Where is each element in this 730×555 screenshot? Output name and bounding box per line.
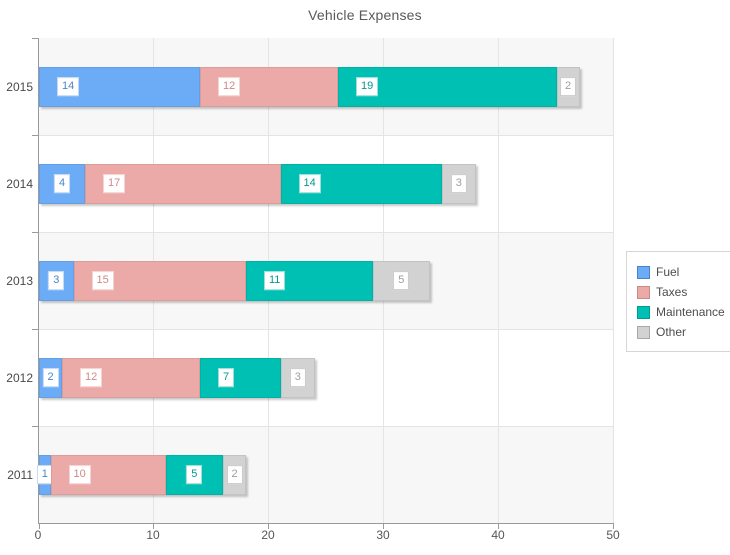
legend-item[interactable]: Other xyxy=(637,323,725,341)
legend-swatch xyxy=(637,325,650,339)
bar-segment[interactable]: 12 xyxy=(200,66,338,107)
x-axis-tick xyxy=(268,524,269,529)
bar-segment[interactable]: 2 xyxy=(556,66,580,107)
bar-segment[interactable]: 4 xyxy=(39,163,85,204)
y-axis-tick xyxy=(32,329,38,330)
x-axis-tick xyxy=(383,524,384,529)
y-axis-tick xyxy=(32,135,38,136)
x-axis-label: 30 xyxy=(376,528,390,542)
bar-segment-label: 3 xyxy=(289,367,306,388)
bar-segment-label: 14 xyxy=(298,173,321,194)
horizontal-gridline xyxy=(39,135,614,136)
legend-swatch xyxy=(637,285,650,299)
x-axis-label: 50 xyxy=(606,528,620,542)
bar-segment-label: 17 xyxy=(103,173,126,194)
chart-title: Vehicle Expenses xyxy=(308,7,422,23)
x-axis-label: 10 xyxy=(146,528,160,542)
y-axis-label: 2015 xyxy=(6,79,33,94)
bar-segment[interactable]: 5 xyxy=(372,260,430,301)
y-axis-label: 2011 xyxy=(7,467,33,482)
legend: Fuel Taxes Maintenance Other xyxy=(626,251,730,352)
legend-item-label: Taxes xyxy=(656,285,688,299)
vertical-gridline xyxy=(498,38,499,523)
y-axis-label: 2013 xyxy=(6,273,33,288)
bar-segment[interactable]: 19 xyxy=(338,66,557,107)
bar-segment-label: 7 xyxy=(218,367,235,388)
legend-item-label: Other xyxy=(656,325,687,339)
bar-segment-label: 19 xyxy=(356,76,379,97)
x-axis-tick xyxy=(613,524,614,529)
y-axis-labels: 2015 2014 2013 2012 2011 xyxy=(0,38,33,523)
x-axis-label: 20 xyxy=(261,528,275,542)
bar-segment[interactable]: 1 xyxy=(36,454,53,495)
bar-segment[interactable]: 3 xyxy=(441,163,476,204)
bar-segment-label: 2 xyxy=(559,76,577,97)
legend-swatch xyxy=(637,305,650,319)
y-axis-tick xyxy=(32,426,38,427)
x-axis-tick xyxy=(498,524,499,529)
bar-segment[interactable]: 10 xyxy=(50,454,166,495)
legend-swatch xyxy=(637,265,650,279)
y-axis-tick xyxy=(32,38,38,39)
bar-segment-label: 12 xyxy=(80,367,103,388)
horizontal-gridline xyxy=(39,232,614,233)
x-axis-labels: 0 10 20 30 40 50 xyxy=(34,528,620,544)
legend-item[interactable]: Fuel xyxy=(637,263,725,281)
bar-segment-label: 12 xyxy=(218,76,241,97)
bar-row: 14 12 19 2 xyxy=(39,66,580,107)
horizontal-gridline xyxy=(39,329,614,330)
bar-segment-label: 2 xyxy=(42,367,59,388)
bar-segment[interactable]: 2 xyxy=(39,357,62,398)
bar-segment[interactable]: 14 xyxy=(280,163,442,204)
legend-item[interactable]: Taxes xyxy=(637,283,725,301)
horizontal-gridline xyxy=(39,426,614,427)
bar-segment-label: 14 xyxy=(57,76,80,97)
bar-segment[interactable]: 5 xyxy=(165,454,223,495)
bar-segment-label: 10 xyxy=(68,464,91,485)
bar-segment[interactable]: 2 xyxy=(223,454,246,495)
bar-segment[interactable]: 11 xyxy=(246,260,373,301)
bar-segment-label: 4 xyxy=(53,173,71,194)
bar-segment[interactable]: 3 xyxy=(39,260,74,301)
bar-segment[interactable]: 7 xyxy=(200,357,281,398)
x-axis-tick xyxy=(153,524,154,529)
legend-item[interactable]: Maintenance xyxy=(637,303,725,321)
x-axis-label: 40 xyxy=(491,528,505,542)
bar-segment-label: 15 xyxy=(91,270,114,291)
bar-row: 3 15 11 5 xyxy=(39,260,430,301)
x-axis-tick xyxy=(39,524,40,529)
y-axis-label: 2012 xyxy=(6,370,33,385)
bar-segment-label: 11 xyxy=(264,270,286,291)
y-axis-label: 2014 xyxy=(6,176,33,191)
legend-item-label: Maintenance xyxy=(656,305,725,319)
y-axis-tick xyxy=(32,232,38,233)
bar-segment-label: 5 xyxy=(186,464,203,485)
bar-segment[interactable]: 12 xyxy=(62,357,200,398)
bar-segment[interactable]: 17 xyxy=(85,163,281,204)
bar-segment[interactable]: 14 xyxy=(39,66,200,107)
plot-area: 14 12 19 2 4 17 14 3 3 15 11 5 2 12 7 3 1 10 5 2 xyxy=(32,38,614,529)
bar-segment-label: 5 xyxy=(393,270,410,291)
vertical-gridline xyxy=(613,38,614,523)
bar-segment[interactable]: 3 xyxy=(280,357,315,398)
legend-item-label: Fuel xyxy=(656,265,680,279)
bar-row: 4 17 14 3 xyxy=(39,163,476,204)
bar-row: 1 10 5 2 xyxy=(36,454,246,495)
x-axis-label: 0 xyxy=(34,528,42,542)
bar-segment[interactable]: 15 xyxy=(73,260,246,301)
bar-row: 2 12 7 3 xyxy=(39,357,315,398)
bar-segment-label: 2 xyxy=(226,464,243,485)
bar-segment-label: 3 xyxy=(450,173,467,194)
bar-segment-label: 3 xyxy=(48,270,65,291)
